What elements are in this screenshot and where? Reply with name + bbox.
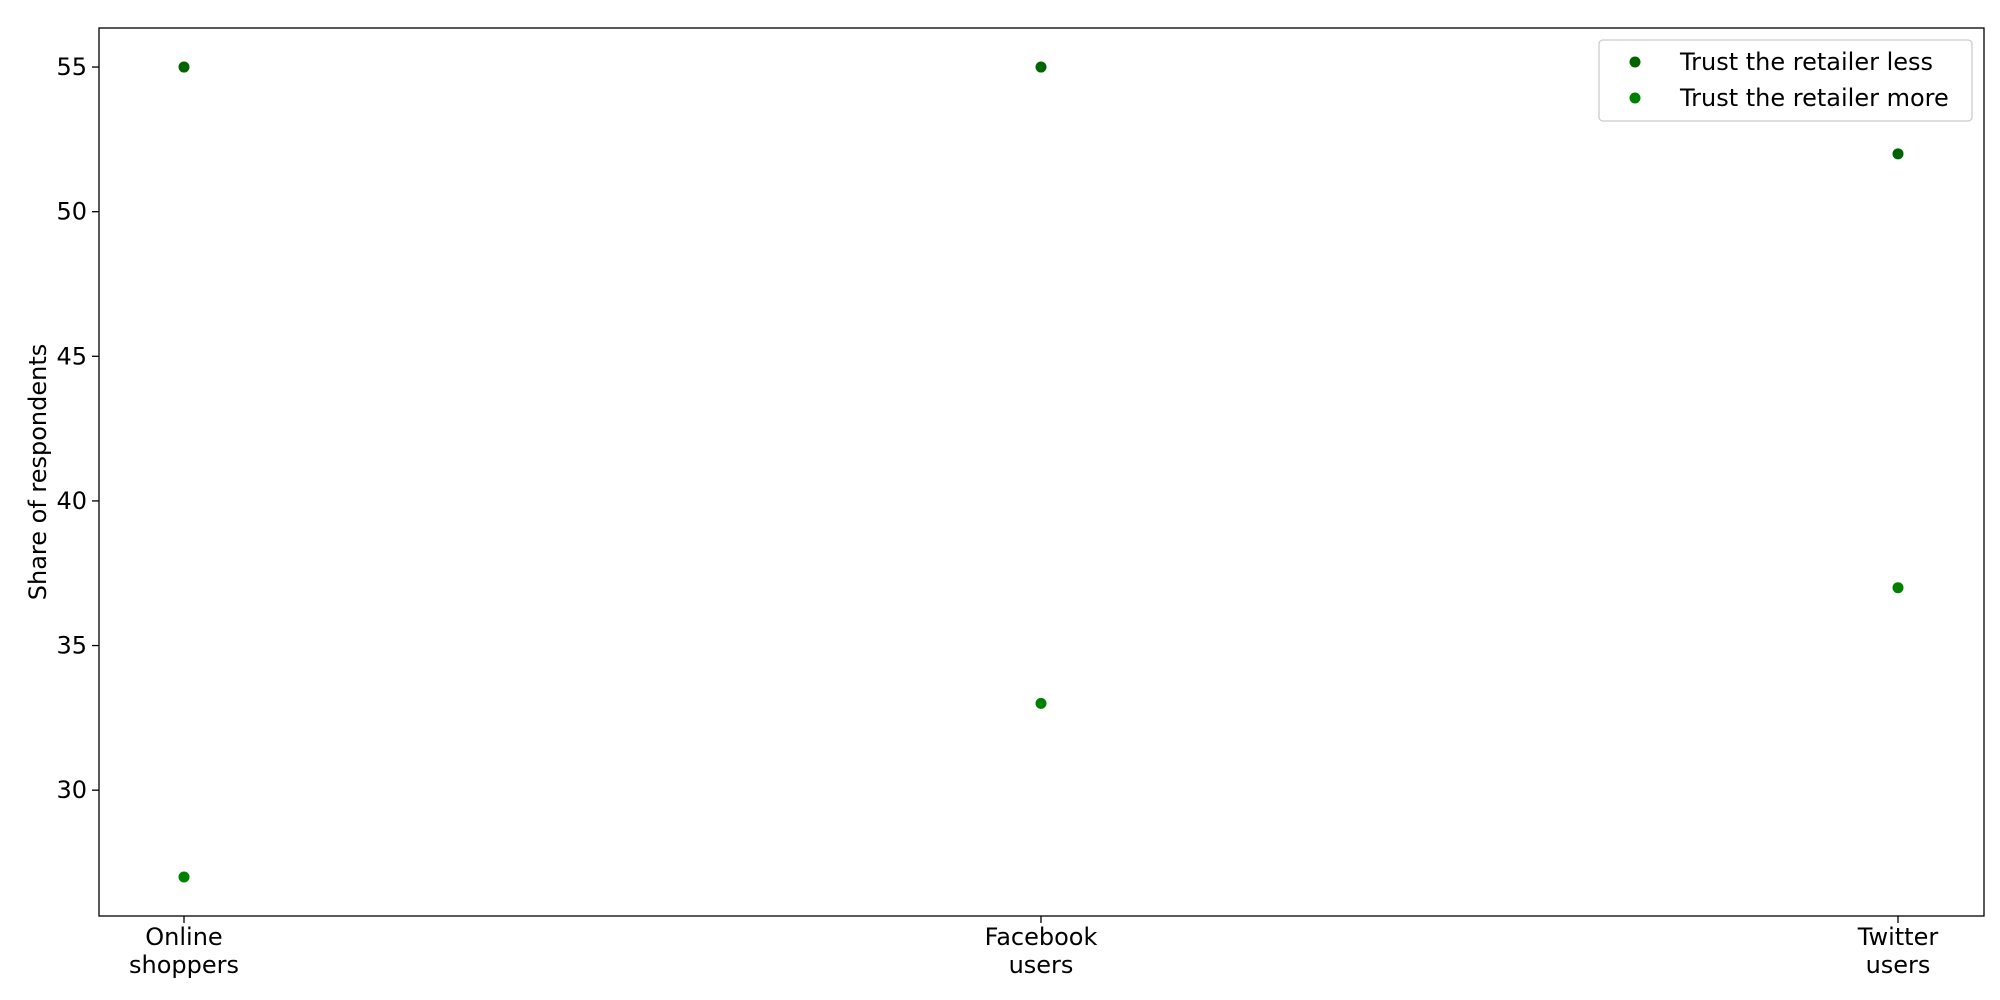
data-point [1035,61,1047,73]
legend-box [1598,39,1973,122]
data-point [1035,697,1047,709]
data-point [178,871,190,883]
data-point [1892,582,1904,594]
y-tick-label: 40 [56,487,87,515]
y-axis-label: Share of respondents [24,344,52,601]
y-tick-label: 35 [56,632,87,660]
y-tick-label: 50 [56,198,87,226]
y-tick-label: 55 [56,53,87,81]
legend: Trust the retailer less Trust the retaile… [1598,39,1973,122]
x-axis-ticks: Online shoppers Facebook users Twitter users [129,916,1938,979]
x-tick-label: Twitter users [1857,923,1939,979]
data-point [178,61,190,73]
data-point [1892,148,1904,160]
y-tick-label: 30 [56,776,87,804]
legend-label: Trust the retailer less [1679,48,1933,76]
legend-marker [1629,56,1641,68]
y-tick-label: 45 [56,342,87,370]
plot-frame [98,27,1985,917]
data-points [178,61,1904,883]
y-axis-ticks: 30 35 40 45 50 55 [56,53,99,804]
legend-label: Trust the retailer more [1679,84,1949,112]
x-tick-label: Online shoppers [129,923,239,979]
legend-marker [1629,92,1641,104]
x-tick-label: Facebook users [985,923,1098,979]
